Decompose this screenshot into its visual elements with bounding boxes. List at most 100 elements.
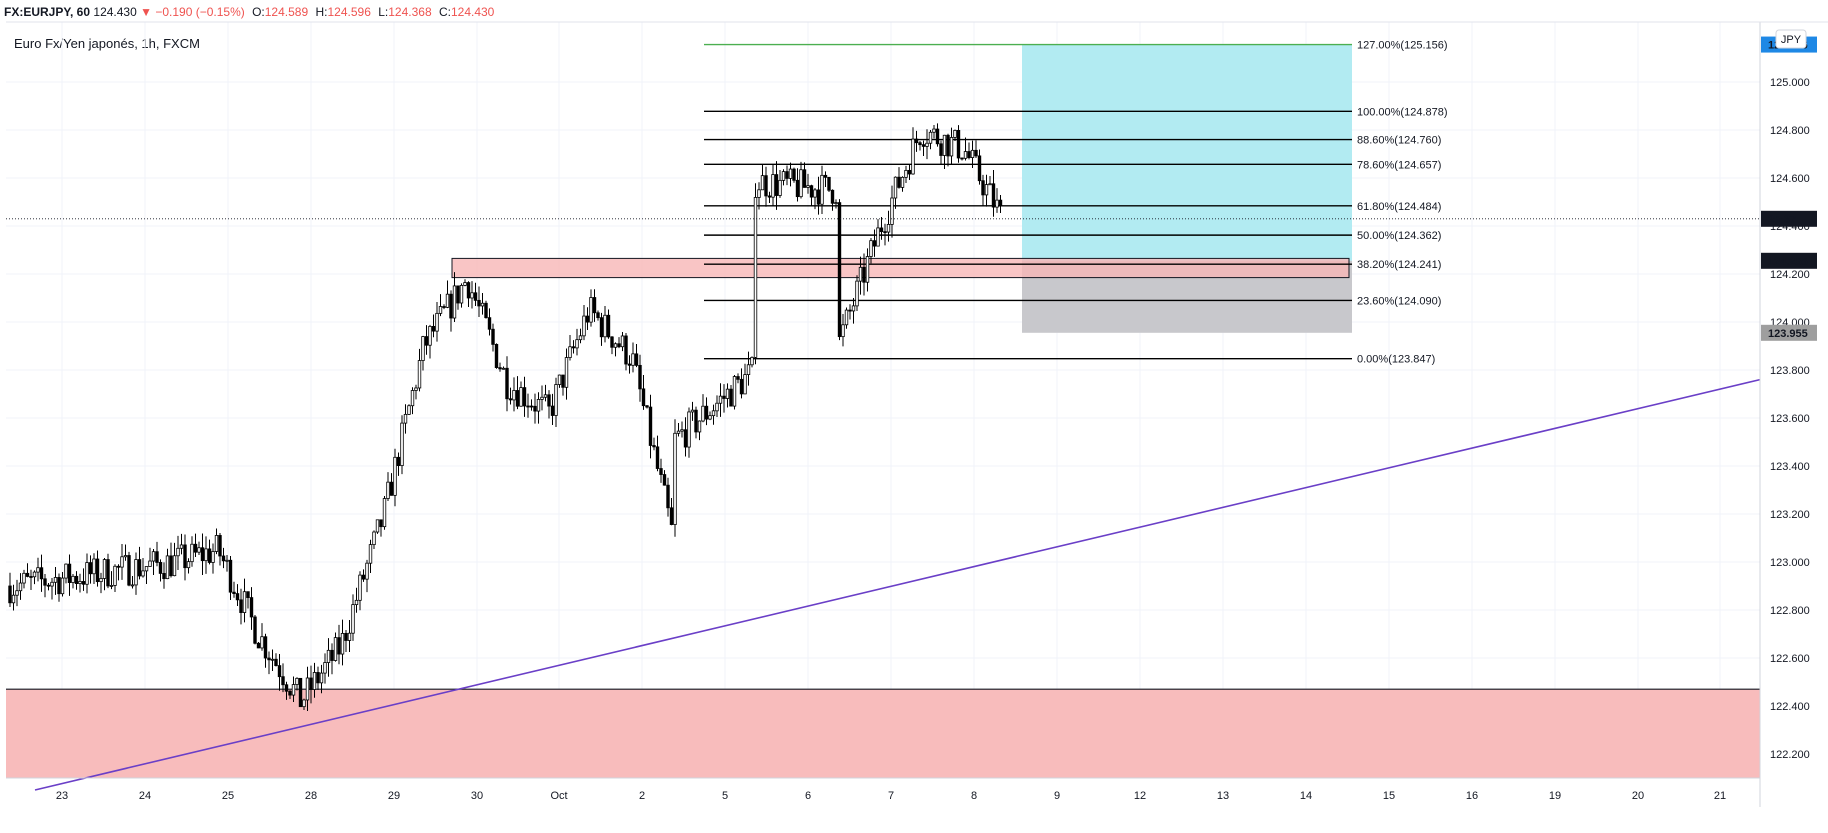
candle-body <box>708 415 712 420</box>
candle-body <box>211 551 215 563</box>
candle-body <box>522 387 527 407</box>
candle-body <box>697 420 702 433</box>
time-tick-label: 8 <box>971 790 977 802</box>
candle-body <box>92 558 96 575</box>
candle-body <box>298 677 303 708</box>
candle-body <box>767 195 772 198</box>
fib-level-label: 61.80%(124.484) <box>1357 201 1441 213</box>
candle-body <box>162 573 166 580</box>
candle-body <box>197 547 201 553</box>
candle-body <box>414 387 418 391</box>
open-label: O: <box>252 5 265 19</box>
candle-body <box>207 548 212 563</box>
candle-body <box>36 567 40 573</box>
candle-body <box>820 174 824 205</box>
candle-body <box>809 185 814 198</box>
candle-body <box>190 543 194 563</box>
candle-body <box>344 632 348 641</box>
candle-body <box>659 468 663 475</box>
candle-body <box>750 356 754 366</box>
candle-body <box>946 134 950 157</box>
candle-body <box>792 168 796 181</box>
time-tick-label: 28 <box>305 790 317 802</box>
candle-body <box>228 559 233 593</box>
candle-body <box>603 314 607 338</box>
candle-body <box>918 142 922 146</box>
candle-body <box>473 292 478 301</box>
candle-body <box>655 446 660 469</box>
candle-body <box>232 591 236 594</box>
candle-body <box>816 189 821 205</box>
candle-body <box>452 285 457 319</box>
candle-body <box>526 405 530 408</box>
candle-body <box>249 597 254 618</box>
candle-body <box>109 585 114 587</box>
candle-body <box>718 395 723 404</box>
candle-body <box>200 547 205 562</box>
candle-body <box>925 142 929 147</box>
candle-body <box>407 405 411 415</box>
candle-body <box>701 405 705 422</box>
candle-body <box>11 594 16 604</box>
candle-body <box>967 151 971 158</box>
symbol-name[interactable]: FX:EURJPY, 60 <box>4 5 91 19</box>
low-label: L: <box>378 5 389 19</box>
candle-body <box>547 394 551 407</box>
candle-body <box>218 535 222 557</box>
candle-body <box>442 306 446 308</box>
candle-body <box>764 175 768 197</box>
candle-body <box>960 157 964 160</box>
candle-body <box>862 266 866 283</box>
fib-level-label: 0.00%(123.847) <box>1357 354 1435 366</box>
candle-body <box>921 144 926 147</box>
candle-body <box>897 176 901 188</box>
candle-body <box>564 357 569 388</box>
candle-body <box>631 353 635 366</box>
candle-body <box>435 312 439 332</box>
candle-body <box>319 672 324 684</box>
candle-body <box>711 410 716 417</box>
candle-body <box>858 266 863 282</box>
time-tick-label: 9 <box>1054 790 1060 802</box>
candle-body <box>449 293 453 319</box>
candle-body <box>578 335 583 341</box>
candle-body <box>459 284 464 304</box>
candle-body <box>557 374 562 385</box>
price-tick-label: 124.800 <box>1770 125 1810 137</box>
price-tick-label: 123.400 <box>1770 461 1810 473</box>
candle-body <box>351 604 355 634</box>
candle-body <box>610 336 614 348</box>
close-label: C: <box>438 5 451 19</box>
candle-body <box>74 575 79 584</box>
candle-body <box>613 343 618 348</box>
candle-body <box>130 584 135 587</box>
candle-body <box>312 672 317 690</box>
candle-body <box>67 563 72 583</box>
candle-body <box>337 637 341 655</box>
candle-body <box>662 474 667 486</box>
candle-body <box>400 422 404 466</box>
fib-level-label: 88.60%(124.760) <box>1357 135 1441 147</box>
candle-body <box>848 309 852 312</box>
candle-body <box>316 672 320 684</box>
price-label-text: 25:37 <box>1768 214 1796 226</box>
candle-body <box>676 430 681 434</box>
candle-body <box>585 315 590 323</box>
candle-body <box>466 282 471 299</box>
candle-body <box>743 374 747 395</box>
candle-body <box>431 325 436 332</box>
candle-body <box>991 183 996 208</box>
price-tick-label: 122.400 <box>1770 701 1810 713</box>
candle-body <box>956 129 961 159</box>
candle-body <box>116 565 121 568</box>
candle-body <box>939 143 943 156</box>
candle-body <box>50 581 54 587</box>
currency-label[interactable]: JPY <box>1781 34 1802 46</box>
time-tick-label: 7 <box>888 790 894 802</box>
time-tick-label: 16 <box>1466 790 1478 802</box>
candle-body <box>781 171 786 181</box>
time-tick-label: 24 <box>139 790 151 802</box>
candle-body <box>652 445 656 448</box>
candle-body <box>935 128 940 145</box>
